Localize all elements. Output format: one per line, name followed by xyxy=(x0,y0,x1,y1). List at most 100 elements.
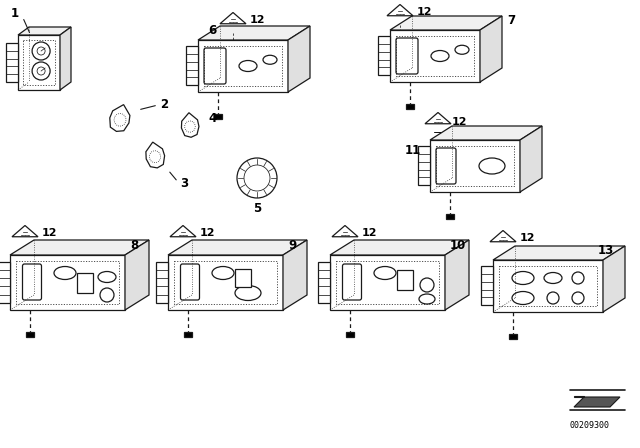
Polygon shape xyxy=(10,255,125,310)
Polygon shape xyxy=(146,142,164,168)
Text: 8: 8 xyxy=(130,238,138,251)
Ellipse shape xyxy=(512,271,534,284)
Text: 12: 12 xyxy=(250,15,266,25)
Ellipse shape xyxy=(512,292,534,305)
Polygon shape xyxy=(509,334,517,339)
Polygon shape xyxy=(425,112,451,124)
Polygon shape xyxy=(520,126,542,192)
Ellipse shape xyxy=(98,271,116,283)
Polygon shape xyxy=(0,262,10,303)
Polygon shape xyxy=(60,27,71,90)
Circle shape xyxy=(547,292,559,304)
Text: 12: 12 xyxy=(200,228,216,238)
Text: 1: 1 xyxy=(10,7,19,20)
Polygon shape xyxy=(397,270,413,290)
FancyBboxPatch shape xyxy=(204,48,226,84)
Polygon shape xyxy=(235,269,251,287)
Text: 00209300: 00209300 xyxy=(570,421,610,430)
Circle shape xyxy=(32,42,50,60)
Text: 13: 13 xyxy=(598,244,614,257)
Ellipse shape xyxy=(479,158,505,174)
Polygon shape xyxy=(330,255,445,310)
Polygon shape xyxy=(387,4,413,16)
FancyBboxPatch shape xyxy=(436,148,456,184)
Text: 2: 2 xyxy=(160,98,168,111)
Polygon shape xyxy=(156,262,168,303)
Ellipse shape xyxy=(212,267,234,280)
Polygon shape xyxy=(168,255,283,310)
Ellipse shape xyxy=(54,267,76,280)
Polygon shape xyxy=(318,262,330,303)
Text: 6: 6 xyxy=(208,23,216,36)
Polygon shape xyxy=(378,36,390,75)
Polygon shape xyxy=(574,396,584,397)
Polygon shape xyxy=(18,35,60,90)
Ellipse shape xyxy=(235,285,261,301)
Ellipse shape xyxy=(239,60,257,72)
Text: 7: 7 xyxy=(507,13,515,26)
Ellipse shape xyxy=(263,55,277,64)
Polygon shape xyxy=(481,266,493,305)
Polygon shape xyxy=(283,240,307,310)
Ellipse shape xyxy=(419,294,435,304)
Polygon shape xyxy=(493,260,603,312)
Circle shape xyxy=(572,272,584,284)
Polygon shape xyxy=(26,332,34,337)
Text: 5: 5 xyxy=(253,202,261,215)
Ellipse shape xyxy=(455,45,469,54)
Polygon shape xyxy=(480,16,502,82)
Text: 4: 4 xyxy=(208,112,216,125)
Text: −: − xyxy=(433,128,443,138)
Polygon shape xyxy=(181,113,199,137)
Polygon shape xyxy=(330,240,469,255)
Polygon shape xyxy=(603,246,625,312)
Polygon shape xyxy=(574,397,620,407)
Polygon shape xyxy=(288,26,310,92)
Polygon shape xyxy=(214,114,222,119)
Text: 10: 10 xyxy=(450,238,467,251)
Ellipse shape xyxy=(431,51,449,61)
Ellipse shape xyxy=(544,272,562,284)
Text: 11: 11 xyxy=(405,143,421,156)
FancyBboxPatch shape xyxy=(180,264,200,300)
Polygon shape xyxy=(220,13,246,24)
Circle shape xyxy=(237,158,277,198)
Polygon shape xyxy=(198,26,310,40)
Polygon shape xyxy=(346,332,354,337)
Polygon shape xyxy=(430,126,542,140)
Polygon shape xyxy=(10,240,149,255)
Circle shape xyxy=(32,62,50,80)
Ellipse shape xyxy=(374,267,396,280)
Polygon shape xyxy=(110,105,130,131)
Text: 12: 12 xyxy=(452,117,467,127)
Polygon shape xyxy=(493,246,625,260)
Polygon shape xyxy=(18,27,71,35)
Circle shape xyxy=(100,288,114,302)
Polygon shape xyxy=(445,240,469,310)
Polygon shape xyxy=(125,240,149,310)
Text: 3: 3 xyxy=(180,177,188,190)
Polygon shape xyxy=(418,146,430,185)
Circle shape xyxy=(572,292,584,304)
FancyBboxPatch shape xyxy=(22,264,42,300)
Polygon shape xyxy=(186,46,198,85)
Polygon shape xyxy=(168,240,307,255)
Polygon shape xyxy=(170,225,196,237)
Polygon shape xyxy=(446,214,454,219)
Circle shape xyxy=(420,278,434,292)
FancyBboxPatch shape xyxy=(396,38,418,74)
Polygon shape xyxy=(390,30,480,82)
Text: 9: 9 xyxy=(288,238,296,251)
Polygon shape xyxy=(77,273,93,293)
Polygon shape xyxy=(430,140,520,192)
Polygon shape xyxy=(6,43,18,82)
FancyBboxPatch shape xyxy=(342,264,362,300)
Text: 12: 12 xyxy=(520,233,536,243)
Polygon shape xyxy=(406,104,414,109)
Polygon shape xyxy=(198,40,288,92)
Polygon shape xyxy=(390,16,502,30)
Polygon shape xyxy=(490,230,516,242)
Text: 12: 12 xyxy=(42,228,58,238)
Text: 12: 12 xyxy=(417,7,433,17)
Polygon shape xyxy=(332,225,358,237)
